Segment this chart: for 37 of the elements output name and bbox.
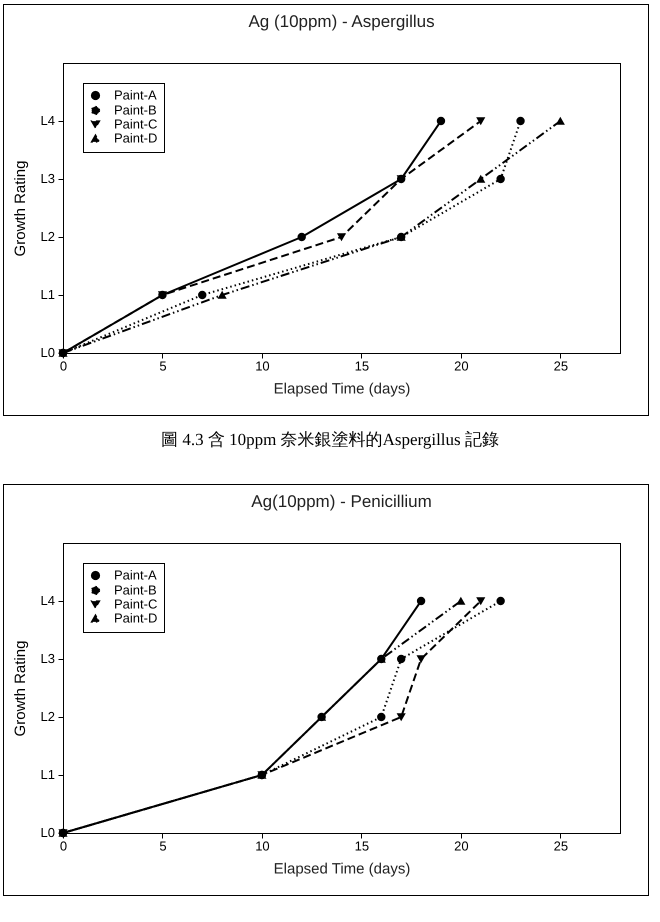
text: L3 xyxy=(40,651,55,666)
x-tick-label: 20 xyxy=(454,838,469,854)
y-axis-title: Growth Rating xyxy=(12,640,29,736)
text: L4 xyxy=(40,113,55,128)
text: L0 xyxy=(40,825,55,840)
caption: 圖 4.3 含 10ppm 奈米銀塗料的Aspergillus 記錄 xyxy=(160,429,500,451)
chart-title: Ag(10ppm) - Penicillium xyxy=(251,492,432,511)
x-axis-title: Elapsed Time (days) xyxy=(274,860,410,878)
x-tick-label: 15 xyxy=(354,838,370,854)
legend-label: Paint-A xyxy=(114,568,157,582)
text: L1 xyxy=(40,767,55,782)
text: L4 xyxy=(40,593,55,608)
legend-label: Paint-D xyxy=(114,610,158,626)
legend-label: Paint-C xyxy=(114,116,158,132)
x-tick-label: 25 xyxy=(554,838,568,854)
x-tick-label: 15 xyxy=(354,358,370,374)
legend-label: Paint-B xyxy=(114,582,157,598)
text: L2 xyxy=(40,229,55,244)
x-tick-label: 0 xyxy=(60,358,68,374)
legend-label: Paint-D xyxy=(114,130,158,146)
x-tick-label: 25 xyxy=(554,358,568,374)
x-tick-label: 5 xyxy=(159,358,167,374)
text: L2 xyxy=(40,709,55,724)
x-axis-title: Elapsed Time (days) xyxy=(274,380,410,398)
x-tick-label: 10 xyxy=(255,838,270,854)
x-tick-label: 5 xyxy=(159,838,167,854)
legend-label: Paint-C xyxy=(114,596,158,612)
x-tick-label: 0 xyxy=(60,838,68,854)
legend-label: Paint-A xyxy=(114,88,157,102)
legend-label: Paint-B xyxy=(114,102,157,118)
text: L3 xyxy=(40,171,55,186)
text: L0 xyxy=(40,345,55,360)
x-tick-label: 20 xyxy=(454,358,469,374)
chart-title: Ag (10ppm) - Aspergillus xyxy=(248,12,435,31)
y-axis-title: Growth Rating xyxy=(12,160,29,256)
x-tick-label: 10 xyxy=(255,358,270,374)
text: L1 xyxy=(40,287,55,302)
